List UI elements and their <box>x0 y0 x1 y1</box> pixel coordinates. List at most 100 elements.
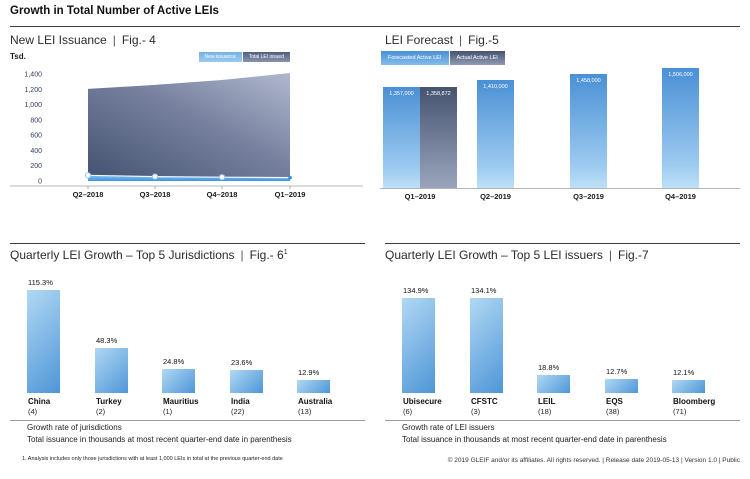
bar-percent-label: 134.9% <box>403 285 429 295</box>
category-count-label: (1) <box>163 407 173 416</box>
bar-value-label: 1,458,000 <box>576 78 601 85</box>
actual-bar: 1,358,872 <box>420 86 457 188</box>
category-name-label: Bloomberg <box>673 397 716 406</box>
fig6-figure-label: Fig.- 6 <box>249 248 284 262</box>
title-separator: | <box>459 33 463 47</box>
fig6-caption-divider <box>10 420 365 421</box>
category-count-label: (2) <box>96 407 106 416</box>
growth-bar <box>537 375 570 393</box>
divider <box>385 243 740 244</box>
fig6-footnote-ref: 1 <box>283 249 288 256</box>
growth-bar <box>162 369 195 393</box>
bar-percent-label: 24.8% <box>163 357 185 367</box>
growth-bar <box>230 370 263 393</box>
category-name-label: CFSTC <box>471 397 498 406</box>
growth-bar <box>297 379 330 393</box>
legend-chip-actual-active-lei: Actual Active LEI <box>449 51 505 65</box>
category-count-label: (4) <box>28 407 38 416</box>
fig7-title: Quarterly LEI Growth – Top 5 LEI issuers <box>385 248 603 262</box>
fig5-title: LEI Forecast <box>385 33 454 47</box>
fig4-panel-title: New LEI Issuance | Fig.- 4 <box>10 33 156 47</box>
fig7-caption-line1: Growth rate of LEI issuers <box>402 423 495 432</box>
legend-chip-forecasted-active-lei: Forecasted Active LEI <box>381 51 449 65</box>
category-count-label: (22) <box>231 407 245 416</box>
bar-percent-label: 12.9% <box>298 367 320 377</box>
category-count-label: (38) <box>606 407 620 416</box>
legend-chip-total-lei-issued: Total LEI issued <box>242 52 290 62</box>
bar-percent-label: 18.8% <box>538 363 560 373</box>
data-point-marker <box>288 175 292 180</box>
bar-percent-label: 134.1% <box>471 286 497 296</box>
category-count-label: (18) <box>538 407 552 416</box>
forecast-bar: 1,458,000 <box>570 74 607 188</box>
category-name-label: China <box>28 397 51 406</box>
data-point-marker <box>218 174 226 181</box>
growth-bar <box>95 348 128 393</box>
fig4-title: New LEI Issuance <box>10 33 107 47</box>
category-name-label: Mauritius <box>163 397 199 406</box>
y-tick-label: 600 <box>30 133 42 140</box>
title-separator: | <box>240 248 244 262</box>
bar-percent-label: 12.1% <box>673 367 695 377</box>
y-tick-label: 400 <box>30 148 42 155</box>
fig6-caption-line2: Total issuance in thousands at most rece… <box>27 435 292 444</box>
fig5-figure-label: Fig.-5 <box>468 33 499 47</box>
x-category-label: Q2–2019 <box>480 192 511 201</box>
bar-value-label: 1,357,000 <box>389 91 414 97</box>
y-tick-label: 0 <box>38 179 42 186</box>
x-tick-label: Q4–2018 <box>207 190 238 199</box>
divider <box>10 243 365 244</box>
title-separator: | <box>112 33 116 47</box>
y-tick-label: 800 <box>30 117 42 124</box>
data-point-marker <box>84 172 92 179</box>
data-point-marker <box>151 173 159 180</box>
fig6-title: Quarterly LEI Growth – Top 5 Jurisdictio… <box>10 248 235 262</box>
forecast-bar: 1,506,000 <box>662 68 699 188</box>
fig7-caption-divider <box>385 420 740 421</box>
fig4-figure-label: Fig.- 4 <box>121 33 156 47</box>
fig6-panel-title: Quarterly LEI Growth – Top 5 Jurisdictio… <box>10 248 288 262</box>
bar-value-label: 1,358,872 <box>426 90 451 97</box>
category-count-label: (71) <box>673 407 687 416</box>
bar-percent-label: 48.3% <box>96 336 118 346</box>
category-name-label: LEIL <box>538 397 556 406</box>
divider <box>10 26 740 27</box>
fig6-caption-line1: Growth rate of jurisdictions <box>27 423 122 432</box>
x-tick-label: Q1–2019 <box>275 190 306 199</box>
area-total-lei-issued <box>88 73 290 178</box>
title-separator: | <box>608 248 612 262</box>
bar-percent-label: 23.6% <box>231 358 253 368</box>
fig4-y-unit-label: Tsd. <box>10 52 26 61</box>
category-name-label: EQS <box>606 397 623 406</box>
x-category-label: Q3–2019 <box>573 192 604 201</box>
x-tick-label: Q2–2018 <box>73 190 104 199</box>
legend-chip-new-issuance: New issuance <box>198 52 242 62</box>
growth-bar <box>672 379 705 393</box>
bar-value-label: 1,410,000 <box>483 84 508 91</box>
growth-bar <box>27 289 60 393</box>
growth-bar <box>605 379 638 393</box>
category-name-label: Turkey <box>96 397 122 406</box>
category-count-label: (6) <box>403 407 413 416</box>
y-tick-label: 1,000 <box>24 102 42 109</box>
category-name-label: Ubisecure <box>403 397 442 406</box>
fig4-chart-svg: 1,400 1,200 1,000 800 600 400 200 0 Q2–2018 Q3–20… <box>10 72 363 199</box>
forecast-bar: 1,410,000 <box>477 80 514 188</box>
page-title: Growth in Total Number of Active LEIs <box>10 5 219 17</box>
y-tick-label: 200 <box>30 163 42 170</box>
fig7-caption-line2: Total issuance in thousands at most rece… <box>402 435 667 444</box>
category-name-label: India <box>231 397 250 406</box>
fig5-x-axis-line <box>380 188 740 189</box>
fig7-panel-title: Quarterly LEI Growth – Top 5 LEI issuers… <box>385 248 649 262</box>
x-tick-label: Q3–2018 <box>140 190 171 199</box>
category-name-label: Australia <box>298 397 333 406</box>
x-category-label: Q1–2019 <box>404 192 436 201</box>
footer-copyright: © 2019 GLEIF and/or its affiliates. All … <box>447 457 740 464</box>
y-tick-label: 1,400 <box>24 72 42 79</box>
category-count-label: (13) <box>298 407 312 416</box>
forecast-bar: 1,357,000 <box>383 87 420 188</box>
category-count-label: (3) <box>471 407 481 416</box>
line-new-issuance <box>87 174 291 179</box>
bar-percent-label: 12.7% <box>606 367 628 377</box>
fig4-legend: New issuance Total LEI issued <box>198 52 290 62</box>
